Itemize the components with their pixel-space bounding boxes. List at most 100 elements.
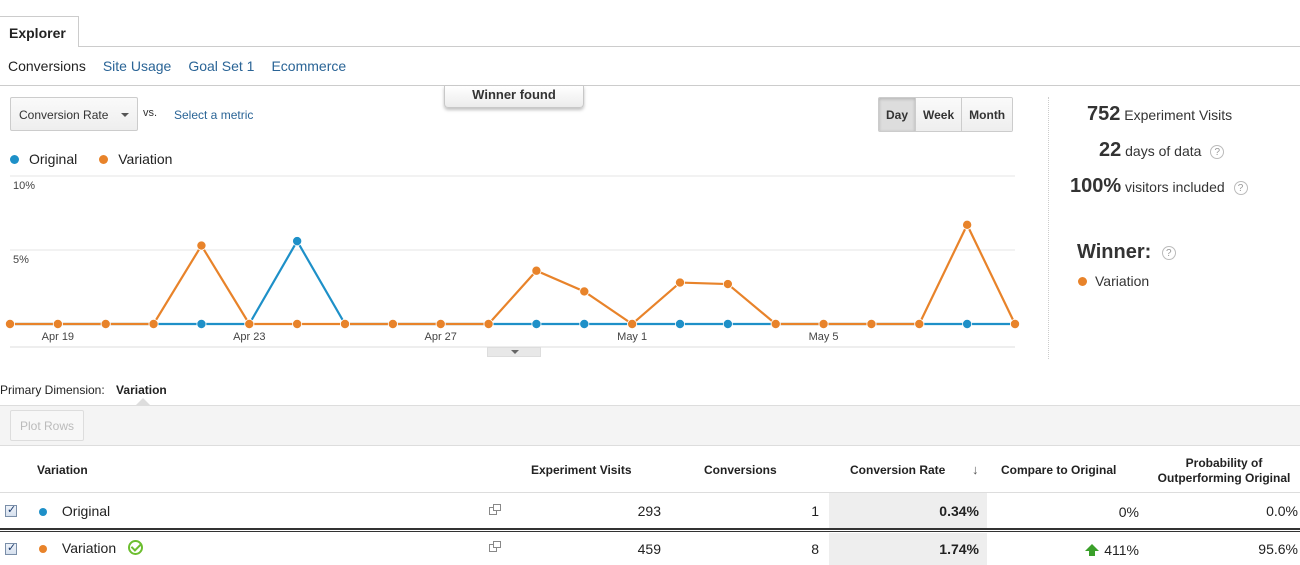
visitors-included-value: 100% [1070, 175, 1122, 197]
row-checkbox-original[interactable] [5, 503, 17, 517]
data-point-original [196, 318, 207, 329]
variation-dot-icon [39, 545, 47, 553]
subtab-divider [0, 85, 1300, 86]
dimension-pointer [136, 398, 150, 405]
experiment-visits-value: 752 [1087, 103, 1121, 125]
data-point-original [292, 236, 303, 247]
external-link-icon[interactable] [489, 541, 501, 552]
data-point-original [675, 318, 686, 329]
data-point-variation [52, 318, 63, 329]
data-point-original [962, 318, 973, 329]
legend-variation[interactable]: Variation [99, 151, 172, 167]
data-point-original [531, 318, 542, 329]
data-point-variation [435, 318, 446, 329]
winner-check-icon [128, 540, 143, 555]
data-point-variation [5, 318, 15, 329]
cell-visits: 293 [637, 503, 661, 519]
data-point-variation [292, 318, 303, 329]
header-probability-line2: Outperforming Original [1157, 471, 1291, 485]
up-arrow-icon [1085, 544, 1100, 556]
cell-visits: 459 [637, 541, 661, 557]
plot-rows-button[interactable]: Plot Rows [10, 410, 84, 441]
cell-probability: 0.0% [1266, 503, 1298, 519]
winner-variation-label: Variation [1095, 273, 1150, 289]
header-divider [0, 492, 1300, 493]
help-icon[interactable]: ? [1161, 245, 1176, 260]
visitors-included-label: visitors included [1125, 179, 1225, 195]
header-probability[interactable]: Probability of Outperforming Original [1145, 456, 1300, 486]
conversion-rate-chart: 10% 5% Apr 19 Apr 23 Apr 27 May 1 May 5 [5, 175, 1021, 348]
legend-original[interactable]: Original [10, 151, 77, 167]
original-dot-icon [10, 154, 19, 164]
data-point-variation [962, 219, 973, 230]
vs-label: vs. [143, 107, 158, 119]
stats-divider [1048, 97, 1049, 359]
variation-dot-icon [1078, 276, 1087, 286]
data-point-variation [148, 318, 159, 329]
cell-compare: 0% [1118, 504, 1139, 520]
header-compare-to-original[interactable]: Compare to Original [1001, 463, 1117, 477]
data-point-variation [1010, 318, 1021, 329]
y-tick-label: 5% [13, 254, 29, 266]
winner-variation: Variation [1078, 273, 1149, 289]
data-point-variation [722, 279, 733, 290]
variation-dot-icon [99, 154, 109, 164]
subtab-site-usage[interactable]: Site Usage [102, 58, 172, 74]
original-dot-icon [39, 508, 47, 516]
data-point-original [722, 318, 733, 329]
header-conversion-rate[interactable]: Conversion Rate [850, 463, 946, 477]
subtab-ecommerce[interactable]: Ecommerce [271, 58, 347, 74]
help-icon[interactable]: ? [1233, 181, 1248, 196]
data-point-variation [100, 318, 111, 329]
external-link-icon[interactable] [489, 504, 501, 515]
sort-descending-icon[interactable]: ↓ [972, 462, 979, 477]
data-point-variation [818, 318, 829, 329]
table-row-variation: Variation [39, 540, 143, 556]
report-subtabs: Conversions Site Usage Goal Set 1 Ecomme… [8, 58, 346, 74]
period-month-button[interactable]: Month [961, 98, 1013, 131]
subtab-goal-set-1[interactable]: Goal Set 1 [188, 58, 255, 74]
row-name: Original [61, 503, 111, 519]
x-tick-label: May 5 [809, 331, 839, 343]
cell-conversion-rate: 1.74% [939, 541, 979, 557]
x-tick-label: Apr 23 [233, 331, 265, 343]
period-day-button[interactable]: Day [879, 98, 916, 131]
data-point-variation [627, 318, 638, 329]
header-experiment-visits[interactable]: Experiment Visits [531, 463, 632, 477]
experiment-visits-stat: 752 Experiment Visits [1087, 103, 1232, 126]
subtab-conversions[interactable]: Conversions [8, 58, 86, 74]
data-point-original [579, 318, 590, 329]
y-tick-label: 10% [13, 180, 35, 192]
help-icon[interactable]: ? [1210, 145, 1225, 160]
series-line-variation [10, 222, 1016, 326]
winner-heading: Winner: ? [1077, 241, 1176, 264]
data-point-variation [866, 318, 877, 329]
select-metric-link[interactable]: Select a metric [174, 108, 254, 122]
primary-dimension: Primary Dimension: Variation [0, 383, 167, 397]
data-point-variation [914, 318, 925, 329]
period-week-button[interactable]: Week [915, 98, 962, 131]
data-point-variation [579, 286, 590, 297]
cell-conversion-rate: 0.34% [939, 503, 979, 519]
row-divider [0, 528, 1300, 532]
chart-expand-handle[interactable] [487, 347, 541, 357]
cell-conversions: 8 [811, 541, 819, 557]
header-conversions[interactable]: Conversions [704, 463, 777, 477]
table-row-original: Original [39, 503, 110, 519]
primary-dimension-value[interactable]: Variation [116, 383, 167, 397]
row-checkbox-variation[interactable] [5, 541, 17, 555]
x-tick-label: May 1 [617, 331, 647, 343]
header-variation[interactable]: Variation [37, 463, 88, 477]
winner-heading-label: Winner: [1077, 241, 1152, 263]
cell-probability: 95.6% [1258, 541, 1298, 557]
data-point-variation [244, 318, 255, 329]
metric-dropdown[interactable]: Conversion Rate [10, 97, 138, 131]
x-tick-label: Apr 19 [42, 331, 74, 343]
chart-legend: Original Variation [10, 151, 172, 167]
metric-dropdown-label: Conversion Rate [19, 108, 109, 122]
days-of-data-value: 22 [1099, 139, 1122, 161]
primary-dimension-label: Primary Dimension: [0, 383, 105, 397]
explorer-tab[interactable]: Explorer [0, 16, 79, 47]
data-point-variation [675, 277, 686, 288]
cell-compare-value: 411% [1104, 542, 1139, 558]
